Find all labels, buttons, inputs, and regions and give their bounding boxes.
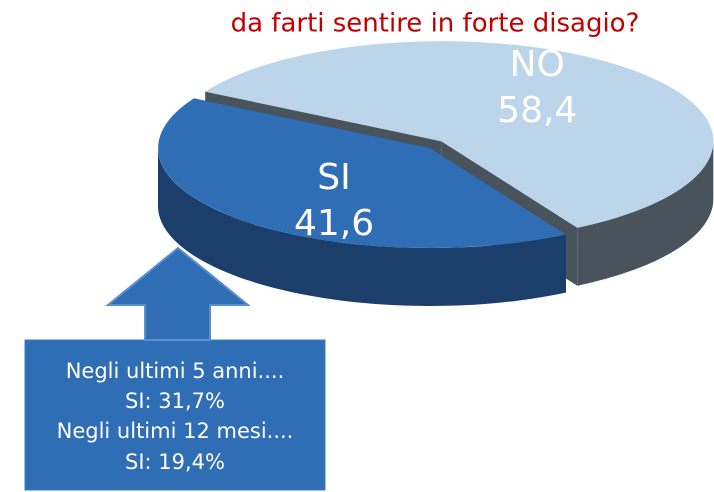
slice-label: SI xyxy=(317,157,350,198)
callout-box xyxy=(24,339,326,491)
slice-label: NO xyxy=(510,44,565,85)
callout: Negli ultimi 5 anni.... SI: 31,7% Negli … xyxy=(24,246,326,491)
slice-side xyxy=(158,148,566,306)
annotation: SI: 31,7% xyxy=(125,389,225,413)
slice-side xyxy=(577,141,714,286)
value-label: 41,6 xyxy=(294,203,374,244)
annotation: Negli ultimi 5 anni.... xyxy=(66,359,285,383)
value-label: 58,4 xyxy=(497,90,577,131)
slice xyxy=(158,98,566,248)
chart-title: da farti sentire in forte disagio? xyxy=(231,9,640,39)
annotation: SI: 19,4% xyxy=(125,450,225,474)
callout-arrow xyxy=(105,246,251,341)
pie: NO 58,4 SI 41,6 xyxy=(158,41,714,306)
annotation: Negli ultimi 12 mesi.... xyxy=(57,419,294,443)
slice xyxy=(205,41,714,228)
